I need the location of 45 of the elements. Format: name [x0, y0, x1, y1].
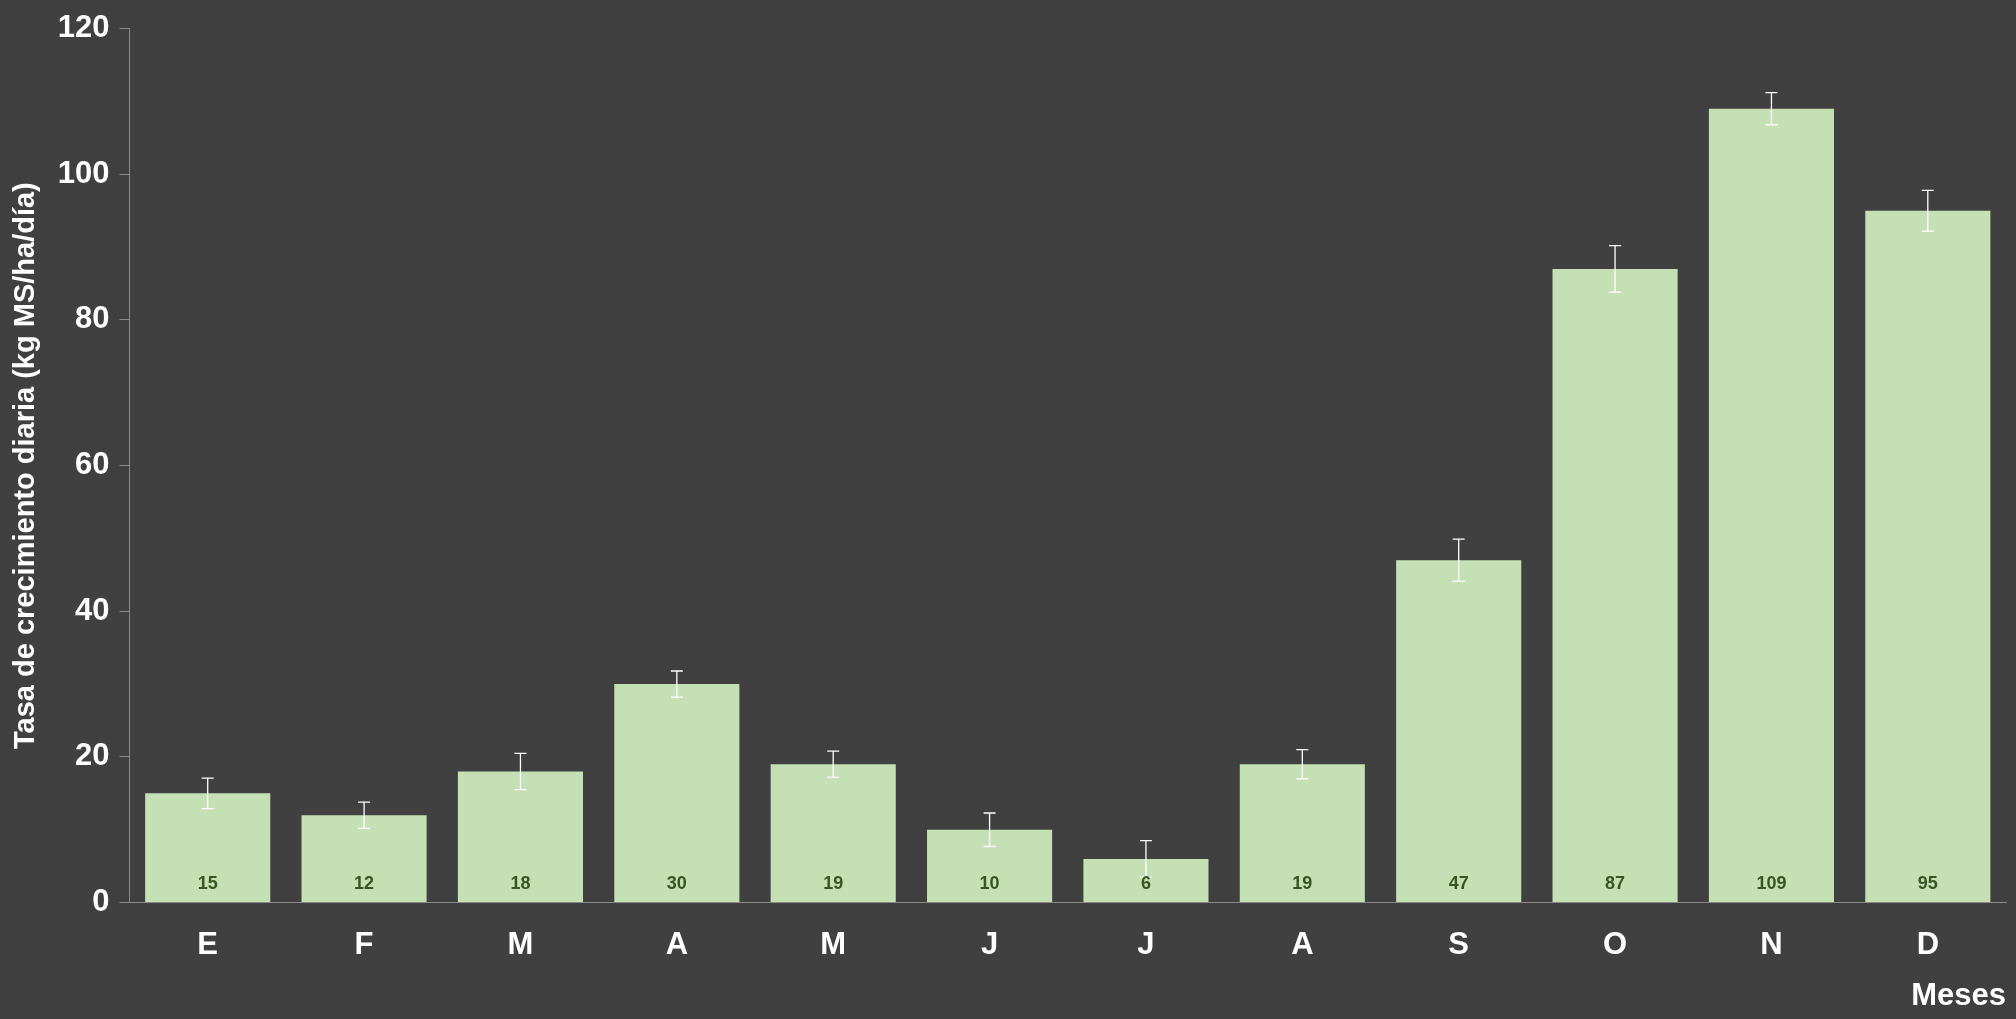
y-tick-label: 100 — [57, 154, 110, 190]
bar — [1865, 210, 1991, 903]
data-label: 10 — [979, 872, 1000, 893]
x-tick-label: A — [665, 925, 689, 961]
data-label: 47 — [1448, 872, 1469, 893]
y-tick-label: 40 — [75, 591, 110, 627]
y-tick-label: 60 — [75, 446, 110, 482]
x-tick-label: M — [507, 925, 534, 961]
bar — [927, 829, 1053, 903]
x-tick-label: O — [1603, 925, 1628, 961]
x-axis-title: Meses — [1911, 976, 2006, 1012]
bar — [145, 793, 271, 903]
x-tick-label: N — [1760, 925, 1783, 961]
y-tick-label: 20 — [75, 737, 110, 773]
data-label: 87 — [1605, 872, 1626, 893]
x-tick-label: F — [354, 925, 374, 961]
bar — [1396, 560, 1522, 903]
y-tick-label: 120 — [57, 9, 110, 45]
x-tick-label: A — [1291, 925, 1314, 961]
x-tick-label: E — [197, 925, 219, 961]
bar — [457, 771, 583, 903]
bar — [1083, 858, 1209, 903]
y-tick-label: 80 — [75, 300, 110, 336]
bar — [770, 764, 896, 903]
data-label: 19 — [823, 872, 844, 893]
data-label: 6 — [1140, 872, 1151, 893]
data-label: 109 — [1756, 872, 1787, 893]
data-label: 30 — [666, 872, 687, 893]
data-label: 95 — [1917, 872, 1938, 893]
x-tick-label: M — [820, 925, 847, 961]
y-tick-label: 0 — [92, 883, 110, 919]
x-tick-label: S — [1448, 925, 1470, 961]
x-tick-label: J — [1137, 925, 1155, 961]
x-tick-label: D — [1916, 925, 1940, 961]
bar — [614, 684, 740, 903]
bar — [1239, 764, 1365, 903]
x-tick-label: J — [980, 925, 999, 961]
data-label: 18 — [510, 872, 531, 893]
bar — [1552, 268, 1678, 903]
bar — [1708, 108, 1834, 903]
data-label: 15 — [197, 872, 218, 893]
data-label: 12 — [354, 872, 375, 893]
data-label: 19 — [1292, 872, 1313, 893]
bar — [301, 815, 427, 903]
y-axis-title: Tasa de crecimiento diaria (kg MS/ha/día) — [8, 182, 41, 749]
